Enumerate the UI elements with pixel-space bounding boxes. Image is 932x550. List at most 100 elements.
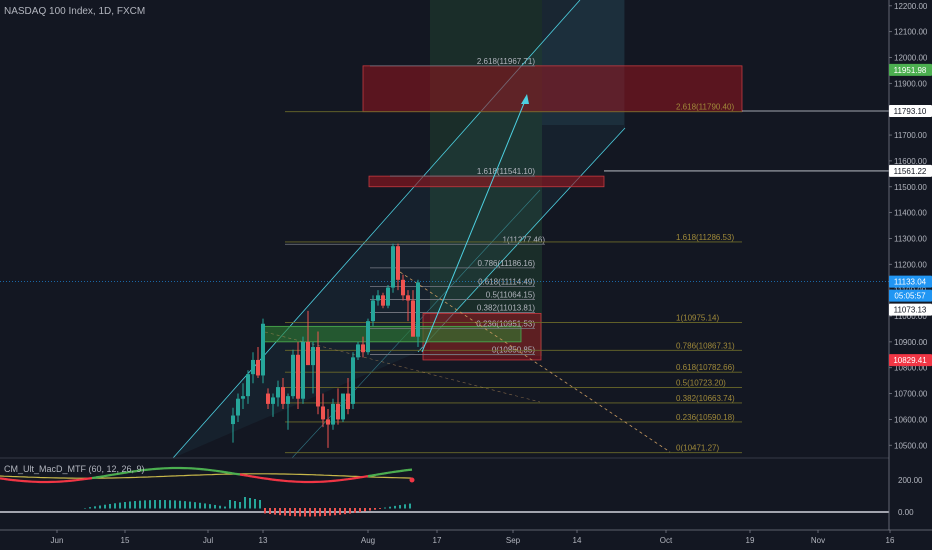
macd-line-segment [255,476,261,479]
macd-signal-line [0,473,413,479]
candle-down [401,279,405,296]
macd-histogram-bar [324,508,326,516]
target-zone-mid [368,175,605,188]
fib-extension-label: 1.618(11286.53) [676,233,734,242]
macd-histogram-bar [294,508,296,517]
macd-line-segment [347,477,353,481]
target-arrow [421,95,528,353]
macd-histogram-bar [169,500,171,509]
macd-histogram-bar [409,503,411,509]
fib-retracement-label: 0.382(11013.81) [477,303,535,312]
macd-histogram-bar [219,505,221,509]
candle-up [351,357,355,404]
price-badge-label: 11073.13 [894,306,927,315]
price-tick-label: 11200.00 [894,260,927,269]
fib-extension-label: 0.236(10590.18) [676,413,735,422]
macd-histogram-bar [99,505,101,509]
macd-histogram-bar [284,508,286,516]
time-tick-label: Jul [203,536,213,545]
fib-extension-label: 0.618(10782.66) [676,363,735,372]
macd-line-segment [127,470,133,474]
candle-up [241,396,245,399]
macd-histogram-bar [314,508,316,517]
candle-up [286,396,290,404]
macd-histogram-bar [309,508,311,517]
macd-histogram-bar [304,508,306,517]
candle-down [316,347,320,407]
macd-line-segment [367,474,373,478]
macd-line-segment [99,475,105,478]
price-tick-label: 11400.00 [894,209,927,218]
macd-histogram-bar [344,508,346,515]
price-badge [889,63,932,76]
price-tick-label: 12000.00 [894,54,928,63]
macd-line-segment [75,478,81,482]
macd-histogram-bar [209,504,211,509]
macd-histogram-bar [319,508,321,517]
candle-up [311,347,315,366]
macd-histogram-bar [359,508,361,513]
macd-line-segment [371,473,377,477]
macd-histogram-bar [104,504,106,509]
fib-retracement-label: 0.5(11064.15) [486,290,536,299]
candle-down [306,341,310,366]
price-tick-label: 10500.00 [894,441,928,450]
candle-up [376,295,380,301]
macd-histogram-bar [274,508,276,515]
candle-down [346,393,350,410]
macd-line-segment [343,478,349,481]
macd-line-segment [79,478,85,481]
price-badge-label: 11561.22 [894,167,927,176]
macd-line-segment [243,474,249,477]
candle-up [236,398,240,416]
macd-histogram-bar [339,508,341,515]
candle-up [341,393,345,420]
candle-up [261,323,265,376]
macd-line-segment [355,476,361,480]
macd-line-segment [103,474,109,478]
candle-down [361,344,365,353]
macd-line-segment [235,472,241,476]
macd-histogram-bar [384,507,386,509]
macd-line-segment [247,474,253,478]
candle-down [406,295,410,301]
macd-histogram-bar [349,508,351,514]
macd-line-segment [119,471,125,475]
time-tick-label: Jun [51,536,64,545]
macd-histogram-bar [174,500,176,509]
price-axis-area [889,0,932,550]
fib-extension-label: 2.618(11790.40) [676,103,734,112]
projection-dashed-line [399,271,671,453]
macd-line-segment [251,475,257,479]
candle-up [356,344,360,358]
time-tick-label: 17 [433,536,442,545]
candle-down [381,295,385,306]
macd-histogram-bar [154,500,156,509]
candle-up [366,321,370,353]
macd-histogram-bar [229,500,231,509]
price-badge [889,303,932,316]
macd-last-point [409,477,415,483]
macd-line-segment [131,470,137,473]
macd-line-segment [231,472,237,475]
macd-histogram-bar [264,508,266,514]
macd-line-segment [391,470,397,474]
price-tick-label: 11900.00 [894,79,927,88]
candle-up [246,374,250,397]
candle-up [301,341,305,399]
macd-line-segment [3,477,9,481]
macd-histogram-bar [364,508,366,512]
macd-line-segment [239,473,245,477]
candle-up [231,415,235,425]
macd-line-segment [403,468,409,472]
fib-extension-label: 0.786(10867.31) [676,341,735,350]
macd-histogram-bar [239,502,241,509]
macd-line-segment [359,475,365,479]
macd-histogram-bar [214,504,216,509]
macd-line-segment [91,476,97,480]
macd-line-segment [379,472,385,476]
macd-histogram-bar [144,500,146,509]
price-badge [889,104,932,117]
candle-up [251,359,255,375]
